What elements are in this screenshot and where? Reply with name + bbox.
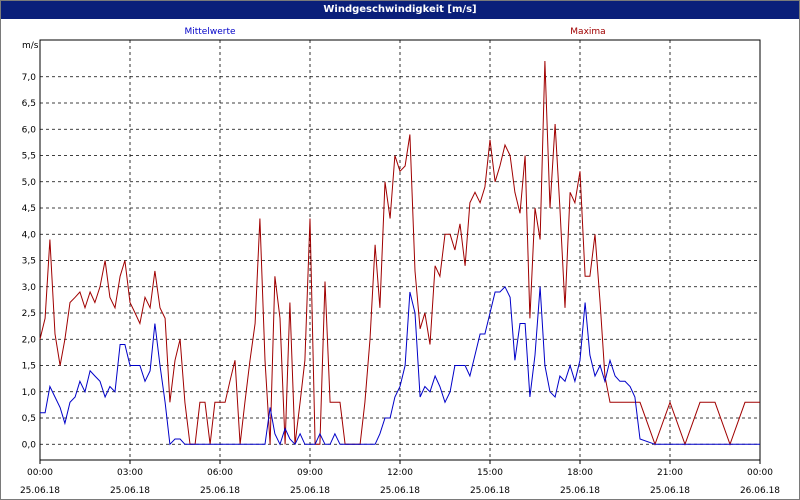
y-tick-label: 0,0 xyxy=(22,440,37,450)
y-tick-label: 4,0 xyxy=(22,230,37,240)
x-tick-time: 21:00 xyxy=(657,468,683,478)
x-tick-date: 26.06.18 xyxy=(740,486,780,496)
y-tick-label: 6,5 xyxy=(22,99,36,109)
x-tick-time: 12:00 xyxy=(387,468,413,478)
series-lines xyxy=(39,60,760,446)
x-tick-date: 25.06.18 xyxy=(560,486,600,496)
x-tick-time: 00:00 xyxy=(747,468,773,478)
y-tick-label: 3,0 xyxy=(22,283,37,293)
x-tick-time: 15:00 xyxy=(477,468,503,478)
y-tick-label: 0,5 xyxy=(22,414,36,424)
x-tick-time: 00:00 xyxy=(27,468,53,478)
x-axis-ticks: 00:00 25.06.18 03:00 25.06.18 06:00 25.06.18 0… xyxy=(20,460,780,496)
y-tick-label: 5,5 xyxy=(22,152,36,162)
x-tick-date: 25.06.18 xyxy=(380,486,420,496)
x-tick-date: 25.06.18 xyxy=(650,486,690,496)
x-tick-date: 25.06.18 xyxy=(470,486,510,496)
y-tick-label: 7,0 xyxy=(22,73,37,83)
y-tick-label: 3,5 xyxy=(22,257,36,267)
y-tick-label: 2,5 xyxy=(22,309,36,319)
x-tick-date: 25.06.18 xyxy=(200,486,240,496)
y-tick-label: 1,5 xyxy=(22,362,36,372)
x-tick-date: 25.06.18 xyxy=(110,486,150,496)
y-tick-label: 6,0 xyxy=(22,125,37,135)
x-tick-time: 06:00 xyxy=(207,468,233,478)
y-tick-label: 1,0 xyxy=(22,388,37,398)
legend-maxima: Maxima xyxy=(570,27,605,37)
series-line-mittelwerte xyxy=(40,285,760,446)
y-tick-label: 2,0 xyxy=(22,335,37,345)
chart-title: Windgeschwindigkeit [m/s] xyxy=(1,1,799,19)
x-tick-time: 09:00 xyxy=(297,468,323,478)
y-tick-label: 5,0 xyxy=(22,178,37,188)
legend-mittelwerte: Mittelwerte xyxy=(184,27,235,37)
y-tick-label: 4,5 xyxy=(22,204,36,214)
y-axis-ticks: 0,0 0,5 1,0 1,5 2,0 2,5 3,0 3,5 4,0 4,5 5,0 5,5 6,0 6… xyxy=(22,73,37,451)
x-tick-time: 18:00 xyxy=(567,468,593,478)
x-tick-date: 25.06.18 xyxy=(20,486,60,496)
x-tick-time: 03:00 xyxy=(117,468,143,478)
grid-lines xyxy=(40,40,760,460)
y-axis-label: m/s xyxy=(22,41,39,51)
x-tick-date: 25.06.18 xyxy=(290,486,330,496)
